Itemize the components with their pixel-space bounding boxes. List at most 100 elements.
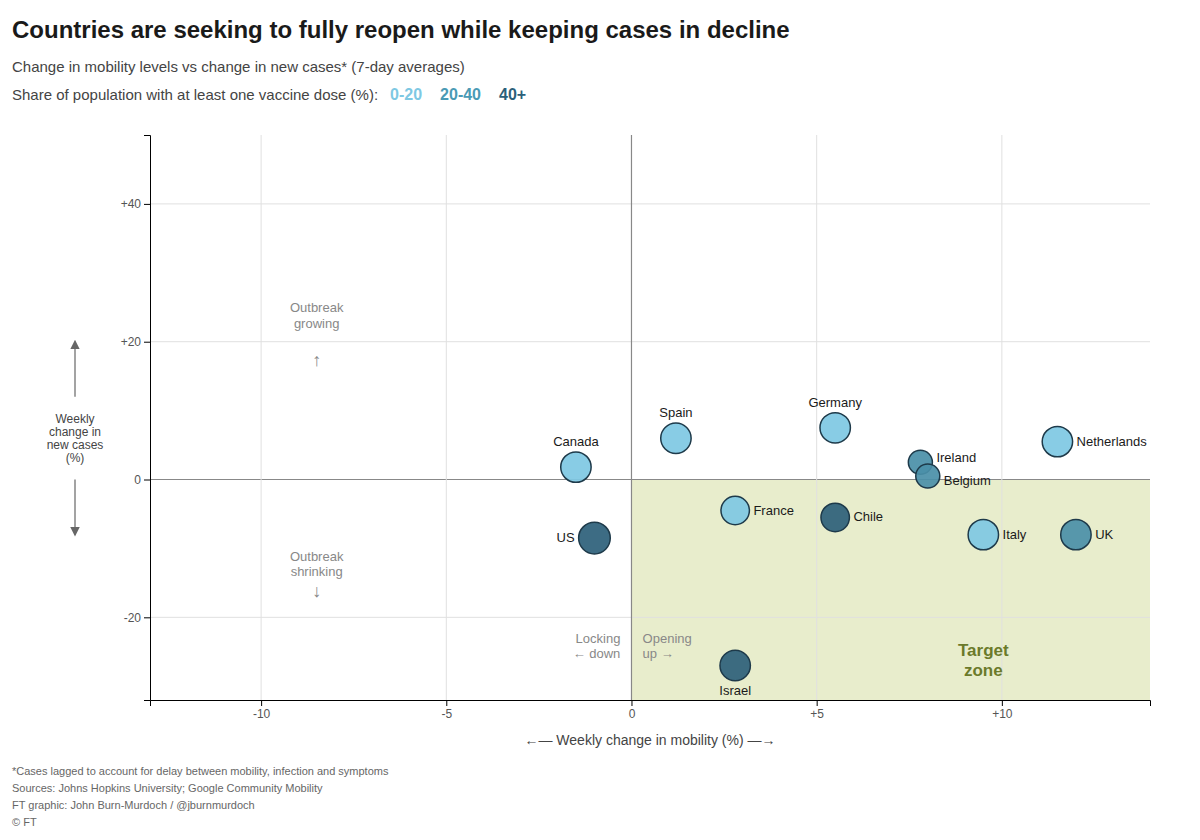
target-zone [631, 480, 1150, 700]
point-label: Ireland [936, 450, 976, 465]
footnote: Sources: Johns Hopkins University; Googl… [12, 782, 323, 794]
grid-line [261, 135, 262, 700]
tick-mark [144, 204, 150, 205]
text-line: Outbreak [290, 549, 344, 564]
tick: 0 [629, 700, 636, 721]
text-line: (%) [66, 451, 85, 465]
point-label: Italy [1003, 527, 1027, 542]
legend-entry: 20-40 [440, 86, 481, 103]
point [720, 650, 750, 680]
point [820, 413, 850, 443]
text-line: change in [49, 425, 101, 439]
tick-label: -5 [441, 707, 452, 721]
annotation: Openingup → [643, 631, 692, 662]
tick-mark [261, 700, 262, 706]
arrow [74, 342, 75, 397]
tick: -5 [441, 700, 452, 721]
grid-line [446, 135, 447, 700]
target-zone-label: Targetzone [958, 641, 1009, 680]
arrow [74, 480, 75, 535]
annotation: ↑ [312, 350, 321, 370]
tick: +10 [992, 700, 1013, 721]
point [916, 464, 940, 488]
text-line: Opening [643, 631, 692, 646]
text-line: Target [958, 641, 1009, 660]
grid-line [631, 135, 632, 700]
grid-line [816, 135, 817, 700]
footnote: FT graphic: John Burn-Murdoch / @jburnmu… [12, 799, 255, 811]
grid-line [150, 479, 1150, 480]
annotation: ↓ [312, 581, 321, 601]
point [968, 519, 998, 549]
point [579, 522, 611, 554]
point-label: Netherlands [1077, 434, 1148, 449]
legend-entry: 0-20 [390, 86, 422, 103]
point [721, 496, 749, 524]
grid-line [150, 617, 1150, 618]
point-label: UK [1095, 527, 1113, 542]
tick-mark [144, 617, 150, 618]
text-line: up → [643, 646, 674, 661]
legend-title: Share of population with at least one va… [12, 86, 378, 103]
tick-label: -20 [124, 611, 142, 625]
point [1042, 426, 1072, 456]
point [1061, 519, 1091, 549]
subtitle: Change in mobility levels vs change in n… [12, 58, 465, 75]
chart: Countries are seeking to fully reopen wh… [0, 0, 1200, 840]
tick-label: 0 [629, 707, 636, 721]
text-line: Outbreak [290, 300, 344, 315]
point [561, 452, 591, 482]
annotation: Outbreakgrowing [290, 300, 344, 331]
clipped-layer [150, 135, 1150, 700]
point-label: Germany [808, 395, 862, 410]
point-label: Chile [853, 509, 883, 524]
tick-label: +40 [121, 197, 142, 211]
plot-area: -10 -5 0 +5 +10 -20 0 +20 +40 UK Italy Netherlands G… [121, 135, 1151, 721]
tick: +20 [121, 335, 150, 349]
tick: +5 [810, 700, 824, 721]
point-label: Canada [553, 434, 599, 449]
tick: -10 [253, 700, 271, 721]
tick: 0 [134, 473, 150, 487]
text-line: new cases [47, 438, 104, 452]
text-line: growing [294, 316, 340, 331]
text-line: zone [964, 661, 1003, 680]
tick-mark [446, 700, 447, 706]
annotations: Outbreakgrowing↑Outbreakshrinking↓Lockin… [290, 300, 1009, 679]
tick: +40 [121, 197, 150, 211]
point-label: Spain [659, 405, 692, 420]
tick-label: +10 [992, 707, 1013, 721]
point-label: Belgium [944, 473, 991, 488]
tick-label: +20 [121, 335, 142, 349]
annotation: Outbreakshrinking [290, 549, 344, 580]
axis-line [151, 701, 1151, 707]
text-line: ↑ [312, 350, 321, 370]
text-line: shrinking [291, 564, 343, 579]
point-label: Israel [719, 683, 751, 698]
points [561, 413, 1091, 681]
tick-mark [144, 480, 150, 481]
x-axis-title: ←— Weekly change in mobility (%) —→ [524, 732, 775, 748]
point-label: US [557, 530, 575, 545]
tick-mark [817, 700, 818, 706]
text-line: ↓ [312, 581, 321, 601]
point [821, 503, 849, 531]
axis-line [144, 136, 151, 701]
title: Countries are seeking to fully reopen wh… [12, 16, 790, 43]
y-axis-title: Weeklychange innew cases(%) [47, 412, 104, 465]
tick-label: +5 [810, 707, 824, 721]
tick-mark [144, 342, 150, 343]
tick-mark [1002, 700, 1003, 706]
point-label: France [753, 503, 793, 518]
tick-mark [631, 700, 632, 706]
tick-label: 0 [134, 473, 141, 487]
annotation: Locking← down [573, 631, 621, 662]
point [661, 423, 691, 453]
tick-label: -10 [253, 707, 271, 721]
x-axis: -10 -5 0 +5 +10 [151, 700, 1151, 721]
footnote: *Cases lagged to account for delay betwe… [12, 765, 389, 777]
tick: -20 [124, 611, 150, 625]
text-line: Locking [576, 631, 621, 646]
footnote: © FT [12, 816, 37, 828]
grid-line [150, 341, 1150, 342]
